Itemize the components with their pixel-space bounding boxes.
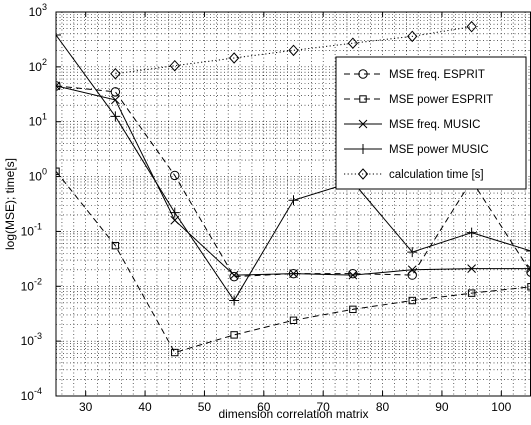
y-axis-label: log(MSE); time[s] [3,158,17,250]
data-point-diamond [407,30,418,43]
data-point-square [349,305,357,314]
legend-label: MSE power ESPRIT [389,94,493,106]
data-point-square [408,296,416,305]
series-line [115,26,472,75]
data-point-square [230,331,238,339]
series-square [56,167,531,357]
data-point-diamond [228,52,240,64]
data-point-plus [229,295,240,306]
legend-label: MSE freq. MUSIC [389,119,480,131]
y-tick-label: 10-4 [21,386,42,403]
y-tick-label: 10-2 [21,276,42,293]
x-tick-label: 40 [138,400,152,414]
data-point-x [348,270,358,280]
data-point-x [229,270,239,280]
data-point-diamond [466,20,477,33]
data-point-diamond [288,44,299,57]
data-point-plus [407,247,418,258]
series-x [56,81,531,280]
x-tick-label: 100 [491,400,511,414]
data-point-plus [169,207,180,218]
data-point-x [289,269,298,278]
data-point-square [56,167,60,175]
x-axis-label: dimension correlation matrix [218,407,368,421]
data-point-x [407,265,417,275]
x-tick-label: 60 [257,400,271,414]
data-point-diamond [169,59,180,72]
data-point-x [56,81,61,91]
legend-label: calculation time [s] [389,169,484,181]
data-point-plus [56,30,61,41]
series-line [56,85,531,278]
data-point-x [467,264,476,273]
data-point-plus [288,195,299,206]
data-point-circle [56,81,61,91]
data-point-x [358,119,368,129]
legend-box [335,56,527,190]
legend-label: MSE power MUSIC [389,144,489,156]
x-tick-label: 90 [435,400,449,414]
data-point-diamond [347,37,359,49]
y-tick-label: 103 [29,2,47,19]
data-point-diamond [110,67,121,80]
x-tick-label: 80 [376,400,390,414]
data-point-x [526,264,531,273]
data-point-square [111,241,120,250]
legend-label: MSE freq. ESPRIT [389,69,485,81]
y-tick-label: 100 [29,167,47,184]
data-point-diamond [357,168,369,180]
x-tick-label: 30 [79,400,93,414]
series-line [56,170,531,354]
data-point-plus [358,144,368,154]
data-point-circle [110,87,121,97]
data-point-circle [229,271,239,282]
axis-ticks: 30 40 50 60 70 80 90 100 10-4 10-3 10-2 10-1 100 101 1… [21,2,512,414]
y-tick-label: 10-3 [21,331,42,348]
data-point-circle [407,270,417,280]
data-point-x [111,95,120,105]
data-point-plus [526,245,531,256]
x-tick-label: 50 [198,400,212,414]
data-point-square [289,316,298,324]
data-point-x [170,215,180,225]
data-point-square [171,348,179,357]
series-group [56,20,531,357]
data-point-circle [358,69,368,79]
data-point-circle [170,170,180,181]
data-point-circle [348,268,358,279]
data-point-square [359,95,367,103]
data-point-plus [466,227,477,238]
data-point-plus [110,111,121,122]
series-diamond [110,20,477,80]
x-tick-label: 70 [317,400,331,414]
data-point-square [467,289,476,297]
legend: MSE freq. ESPRIT MSE power ESPRIT MSE freq… [335,56,527,190]
y-tick-label: 101 [29,112,47,129]
y-tick-label: 102 [29,57,47,74]
y-tick-label: 10-1 [21,221,42,238]
